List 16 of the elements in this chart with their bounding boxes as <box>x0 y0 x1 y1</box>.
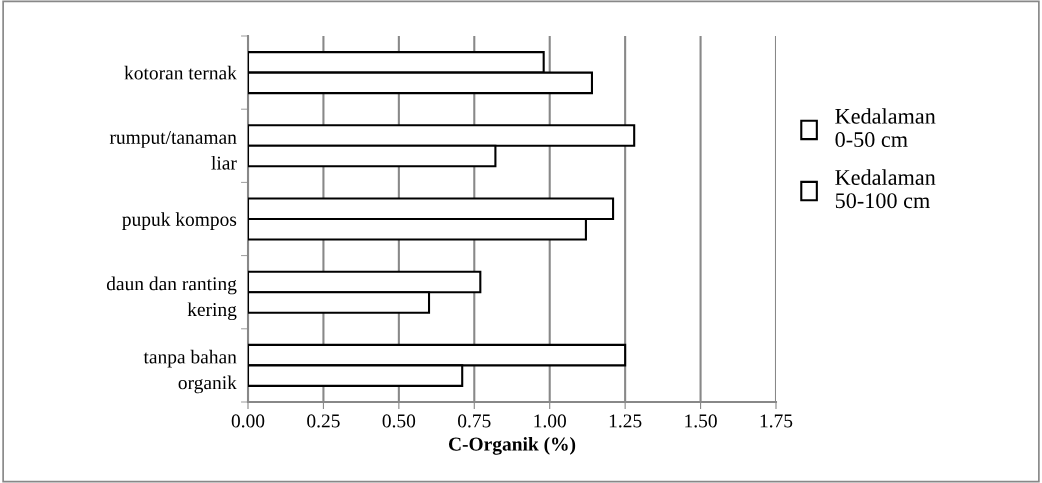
x-tick-label: 1.50 <box>685 414 717 428</box>
x-tick-label: 1.00 <box>534 414 566 428</box>
x-tick-label: 0.25 <box>307 414 340 428</box>
x-tick-label: 1.75 <box>760 414 793 428</box>
x-tick-label: 0.50 <box>382 414 416 428</box>
y-tick-label: kotoran ternak <box>124 65 237 80</box>
y-tick-label: pupuk kompos <box>122 212 237 230</box>
y-tick-label: daun dan ranting kering <box>106 276 237 321</box>
legend-label: Kedalaman 0-50 cm <box>835 108 936 148</box>
x-tick-label: 0.75 <box>458 414 491 428</box>
x-axis-title: C-Organik (%) <box>448 436 576 455</box>
x-tick-label: 1.25 <box>609 414 642 428</box>
y-tick-label: tanpa bahan organik <box>143 349 237 394</box>
x-tick-label: 0.00 <box>231 414 265 428</box>
legend-label: Kedalaman 50-100 cm <box>835 169 936 209</box>
y-tick-label: rumput/tanaman liar <box>109 130 237 170</box>
